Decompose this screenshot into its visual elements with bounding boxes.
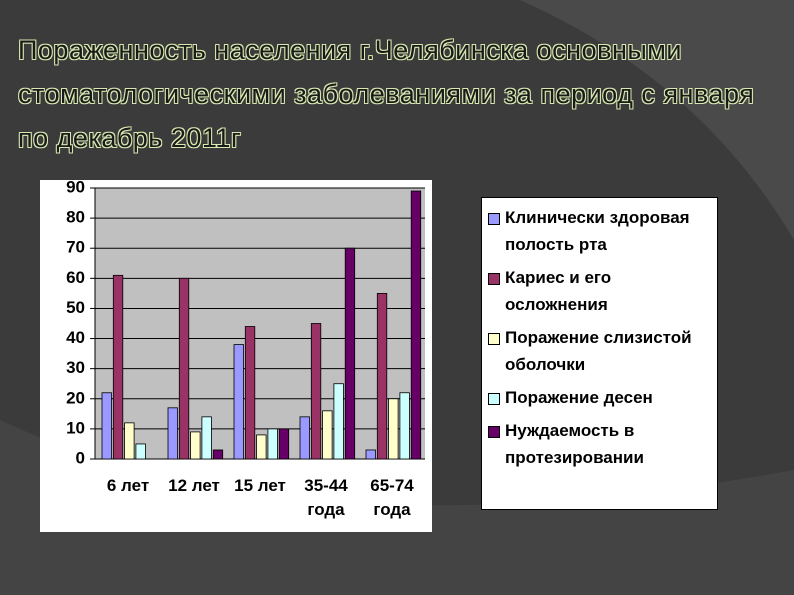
legend-label: Клинически здоровая полость рта (505, 208, 690, 254)
legend-swatch (488, 273, 500, 285)
bar (190, 431, 201, 460)
legend-swatch (488, 333, 500, 345)
y-tick-label: 90 (66, 177, 85, 196)
y-tick-label: 80 (66, 208, 85, 227)
bar (278, 428, 290, 460)
bar (244, 326, 256, 460)
y-tick-label: 60 (66, 268, 85, 287)
legend-swatch (488, 213, 500, 225)
legend-label: Нуждаемость в протезировании (505, 421, 644, 467)
bar (365, 449, 376, 460)
bar (256, 434, 267, 460)
legend-label: Поражение десен (505, 388, 653, 407)
chart-title: Пораженность населения г.Челябинска осно… (18, 35, 755, 153)
bar (376, 292, 388, 460)
x-tick-label: 35-44 года (304, 476, 348, 519)
y-tick-label: 50 (66, 298, 85, 317)
bar (124, 422, 135, 460)
bar (333, 383, 344, 460)
legend-label: Кариес и его осложнения (505, 268, 612, 314)
plot: 0 10 20 30 40 50 60 70 80 90 (66, 177, 425, 467)
x-tick-label: 6 лет (106, 476, 150, 495)
y-tick-label: 0 (76, 448, 85, 467)
legend-item: Поражение десен (486, 384, 713, 411)
bar (101, 392, 112, 460)
bar (112, 274, 124, 460)
bar (201, 416, 212, 460)
x-tick-label: 12 лет (168, 476, 220, 495)
legend-swatch (488, 426, 500, 438)
swoosh (520, 0, 794, 240)
bar (388, 398, 399, 460)
bar (233, 344, 244, 460)
bar (267, 428, 278, 460)
legend-label: Поражение слизистой оболочки (505, 328, 692, 374)
y-tick-label: 70 (66, 238, 85, 257)
x-tick-label: 15 лет (234, 476, 286, 495)
legend-item: Нуждаемость в протезировании (486, 417, 713, 471)
legend-item: Клинически здоровая полость рта (486, 204, 713, 258)
bar (178, 277, 190, 460)
x-tick-label: 65-74 года (370, 476, 414, 519)
legend-item: Кариес и его осложнения (486, 264, 713, 318)
bar (344, 247, 356, 460)
legend-item: Поражение слизистой оболочки (486, 324, 713, 378)
bar (322, 410, 333, 460)
y-tick-label: 10 (66, 418, 85, 437)
bar (212, 449, 224, 460)
plot-area (95, 188, 425, 459)
bar (135, 443, 146, 460)
y-tick-label: 20 (66, 388, 85, 407)
bar (399, 392, 410, 460)
y-tick-label: 30 (66, 358, 85, 377)
bar (410, 190, 422, 460)
bar (167, 407, 178, 460)
y-tick-label: 40 (66, 328, 85, 347)
legend-swatch (488, 393, 500, 405)
bar (310, 323, 322, 460)
bar (299, 416, 310, 460)
legend: Клинически здоровая полость рта Кариес и … (481, 197, 718, 510)
